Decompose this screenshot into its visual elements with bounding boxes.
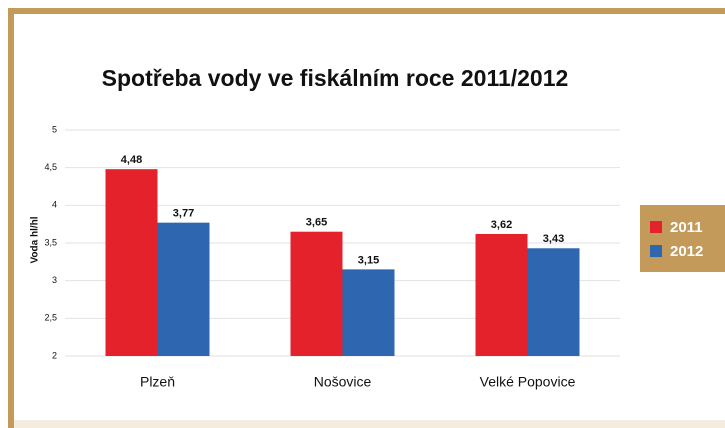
y-tick-label: 3,5 [44, 237, 57, 247]
x-tick-label: Velké Popovice [480, 374, 576, 390]
data-label: 3,62 [491, 219, 512, 231]
y-tick-label: 3 [52, 275, 57, 285]
bar [475, 233, 528, 356]
y-tick-label: 2 [52, 350, 57, 360]
bar [105, 169, 158, 356]
y-tick-label: 4,5 [44, 162, 57, 172]
x-tick-label: Plzeň [140, 374, 175, 390]
chart-title: Spotřeba vody ve fiskálním roce 2011/201… [102, 65, 569, 91]
legend-swatch [650, 221, 662, 233]
data-label: 3,65 [306, 217, 327, 229]
bar [157, 222, 210, 356]
bar [527, 248, 580, 356]
data-label: 4,48 [121, 154, 142, 166]
frame-bottom [14, 420, 725, 428]
frame-left [8, 8, 14, 428]
y-axis-label: Voda hl/hl [30, 216, 41, 263]
bar [342, 269, 395, 356]
legend-label: 2011 [670, 219, 703, 236]
y-tick-label: 4 [52, 200, 57, 210]
legend-label: 2012 [670, 243, 703, 260]
data-label: 3,15 [358, 254, 379, 266]
frame-top [8, 8, 725, 14]
y-tick-label: 5 [52, 124, 57, 134]
data-label: 3,77 [173, 208, 194, 220]
y-tick-label: 2,5 [44, 313, 57, 323]
legend-box [640, 205, 725, 272]
data-label: 3,43 [543, 233, 564, 245]
bar [290, 231, 343, 356]
legend-swatch [650, 245, 662, 257]
x-tick-label: Nošovice [314, 374, 372, 390]
